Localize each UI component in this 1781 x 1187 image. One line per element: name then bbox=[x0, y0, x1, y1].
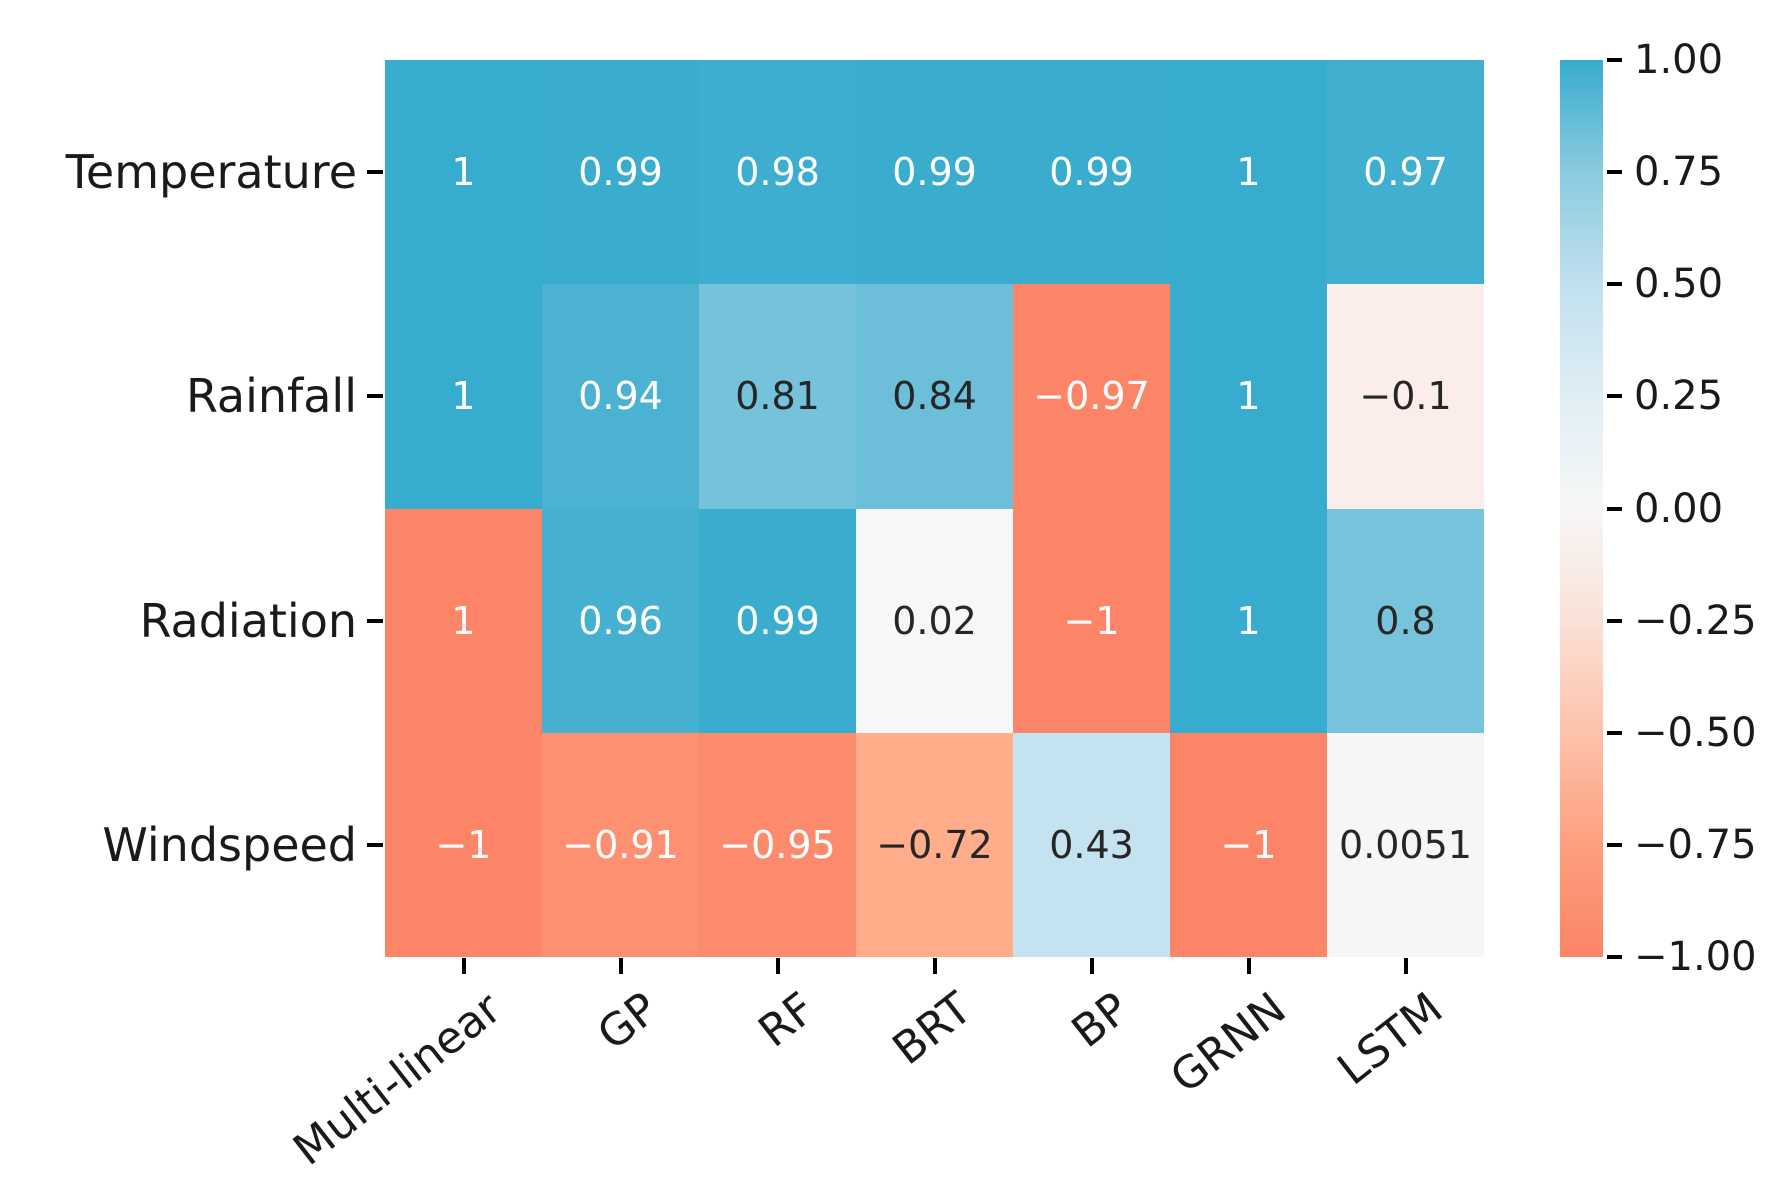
colorbar-tick bbox=[1607, 282, 1622, 287]
heatmap-cell: −0.91 bbox=[542, 732, 699, 957]
x-tick-label: GP bbox=[588, 982, 668, 1061]
heatmap-cell: 0.99 bbox=[542, 60, 699, 285]
colorbar-tick bbox=[1607, 394, 1622, 399]
x-tick-label: Multi-linear bbox=[283, 982, 511, 1176]
heatmap-cell: −0.97 bbox=[1013, 284, 1170, 509]
x-tick-label: RF bbox=[748, 982, 825, 1058]
heatmap-cell: −1 bbox=[1170, 732, 1327, 957]
heatmap-cell: 0.97 bbox=[1327, 60, 1484, 285]
heatmap-cell: 0.99 bbox=[856, 60, 1013, 285]
x-tick bbox=[1403, 958, 1408, 974]
y-tick-label: Radiation bbox=[139, 593, 357, 648]
x-tick bbox=[775, 958, 780, 974]
colorbar-tick-label: −0.75 bbox=[1634, 821, 1757, 868]
heatmap-plot-area: 1 0.99 0.98 0.99 0.99 1 0.97 1 0.94 0.81 0.84 −0.97… bbox=[385, 60, 1484, 957]
y-tick bbox=[367, 618, 383, 623]
colorbar-tick-label: 0.75 bbox=[1634, 149, 1724, 196]
heatmap-cell: −1 bbox=[385, 732, 542, 957]
colorbar-tick bbox=[1607, 618, 1622, 623]
heatmap-cell: 0.0051 bbox=[1327, 732, 1484, 957]
colorbar-tick bbox=[1607, 58, 1622, 62]
heatmap-cell: 0.8 bbox=[1327, 508, 1484, 733]
y-tick-label: Rainfall bbox=[185, 369, 357, 424]
colorbar-tick-label: −1.00 bbox=[1634, 934, 1757, 980]
heatmap-cell: 0.02 bbox=[856, 508, 1013, 733]
heatmap-cell: 1 bbox=[385, 508, 542, 733]
heatmap-cell: 0.43 bbox=[1013, 732, 1170, 957]
heatmap-cell: 1 bbox=[1170, 508, 1327, 733]
x-tick-label: BRT bbox=[883, 982, 982, 1076]
colorbar-tick-label: 1.00 bbox=[1634, 37, 1724, 83]
heatmap-cell: 0.84 bbox=[856, 284, 1013, 509]
colorbar-tick bbox=[1607, 955, 1622, 959]
y-tick-label: Windspeed bbox=[102, 817, 357, 872]
x-tick bbox=[618, 958, 623, 974]
heatmap-cell: 1 bbox=[385, 284, 542, 509]
colorbar-tick bbox=[1607, 842, 1622, 847]
heatmap-cell: 0.81 bbox=[699, 284, 856, 509]
heatmap-cell: 0.96 bbox=[542, 508, 699, 733]
x-tick bbox=[461, 958, 466, 974]
heatmap-cell: 1 bbox=[385, 60, 542, 285]
x-tick-label: LSTM bbox=[1328, 982, 1453, 1096]
heatmap-cell: −1 bbox=[1013, 508, 1170, 733]
y-tick bbox=[367, 170, 383, 175]
heatmap-cell: 0.98 bbox=[699, 60, 856, 285]
colorbar-tick-label: 0.00 bbox=[1634, 485, 1724, 532]
heatmap-cell: 0.94 bbox=[542, 284, 699, 509]
y-tick bbox=[367, 842, 383, 847]
heatmap-cell: 0.99 bbox=[1013, 60, 1170, 285]
colorbar-gradient bbox=[1560, 60, 1603, 957]
colorbar-tick-label: −0.25 bbox=[1634, 597, 1757, 644]
heatmap-cell: 0.99 bbox=[699, 508, 856, 733]
heatmap-cell: 1 bbox=[1170, 284, 1327, 509]
colorbar-tick-label: 0.50 bbox=[1634, 261, 1724, 308]
colorbar-tick bbox=[1607, 506, 1622, 511]
colorbar-tick-label: −0.50 bbox=[1634, 709, 1757, 756]
y-tick-label: Temperature bbox=[65, 145, 357, 200]
x-tick-label: BP bbox=[1062, 982, 1139, 1058]
colorbar-tick bbox=[1607, 170, 1622, 175]
heatmap-cell: 1 bbox=[1170, 60, 1327, 285]
y-tick bbox=[367, 394, 383, 399]
x-tick bbox=[1246, 958, 1251, 974]
colorbar-tick-label: 0.25 bbox=[1634, 373, 1724, 420]
x-tick-label: GRNN bbox=[1161, 982, 1296, 1104]
heatmap-cell: −0.1 bbox=[1327, 284, 1484, 509]
heatmap-cell: −0.95 bbox=[699, 732, 856, 957]
x-tick bbox=[1089, 958, 1094, 974]
colorbar-tick bbox=[1607, 730, 1622, 735]
heatmap-cell: −0.72 bbox=[856, 732, 1013, 957]
x-tick bbox=[932, 958, 937, 974]
